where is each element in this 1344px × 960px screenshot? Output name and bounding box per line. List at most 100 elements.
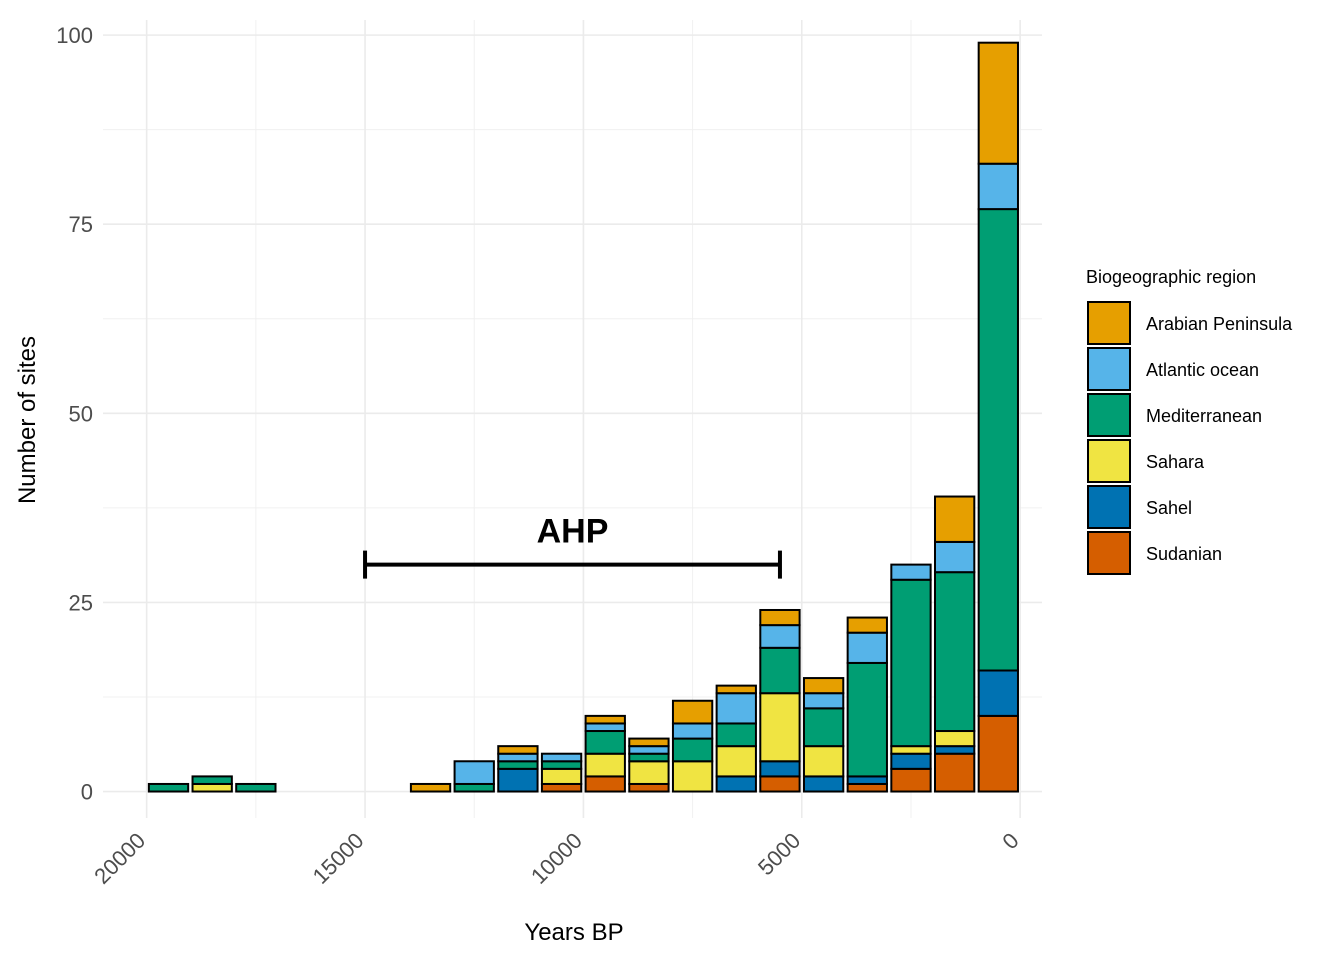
legend-label: Sahara [1146,452,1205,472]
legend-label: Arabian Peninsula [1146,314,1293,334]
bar-segment [933,730,976,748]
legend-swatch [1087,531,1131,575]
bar-segment [715,722,757,748]
bar-segment [409,782,452,793]
bar-segment [933,752,976,793]
bar-segment [933,495,976,543]
legend-swatch [1087,393,1131,437]
bar-segment [890,767,932,793]
bar-segment [802,745,845,778]
bar-segment [846,775,888,785]
bar-segment [540,760,583,770]
legend-swatch [1087,347,1131,391]
x-tick-label: 5000 [753,828,805,880]
y-tick-label: 25 [69,590,93,615]
x-axis-title: Years BP [524,919,623,946]
bar-segment [846,782,888,793]
bar-segment [671,722,714,740]
grid-lines [103,20,1042,818]
x-tick-label: 20000 [89,828,150,889]
bar-segment [890,745,932,755]
y-axis-ticks: 0 25 50 75 100 [56,23,93,804]
bar-segment [584,730,626,755]
bar-segment [147,782,190,793]
bar-segment [453,782,495,793]
bar-segment [628,752,670,763]
x-tick-label: 15000 [308,828,369,889]
legend-label: Atlantic ocean [1146,360,1259,380]
y-tick-label: 50 [69,401,93,426]
bar-segment [671,699,714,725]
bar-segment [802,775,845,793]
bar-segment [846,631,888,664]
bar-segment [584,752,626,778]
bar-segment [584,722,626,733]
bar-segment [715,692,757,725]
bar-segment [977,41,1019,165]
x-axis-ticks: 20000 15000 10000 5000 0 [89,828,1023,889]
bar-segment [759,760,801,778]
bar-segment [759,608,801,627]
bar-segment [540,752,583,763]
bar-segment [890,752,932,770]
bar-segment [977,669,1019,717]
y-tick-label: 0 [81,780,93,805]
bar-segment [540,782,583,793]
bar-segment [715,684,757,695]
legend-label: Sahel [1146,498,1192,518]
bar-segment [584,775,626,793]
bar-segment [497,752,539,763]
legend-label: Sudanian [1146,544,1222,564]
y-tick-label: 100 [56,23,93,48]
y-tick-label: 75 [69,212,93,237]
bar-segment [890,563,932,581]
bar-segment [497,745,539,755]
bar-segment [933,540,976,574]
bar-segment [977,208,1019,672]
bar-segment [628,760,670,785]
bar-segment [977,162,1019,211]
bar-segment [715,745,757,778]
legend-items: Arabian Peninsula Atlantic ocean Mediterra… [1087,301,1293,575]
legend-title: Biogeographic region [1086,267,1256,287]
bar-segment [628,782,670,793]
legend-swatch [1087,301,1131,345]
bar-segment [497,760,539,770]
bar-segment [759,692,801,763]
legend: Biogeographic region Arabian Peninsula At… [1086,267,1293,575]
bar-segment [628,745,670,755]
bar-segment [191,775,233,785]
bar-segment [497,767,539,793]
bar-segment [759,624,801,649]
bar-segment [933,571,976,733]
bar-segment [933,745,976,755]
bar-segment [846,661,888,778]
bar-segment [191,782,233,793]
y-axis-title: Number of sites [14,336,41,504]
bar-segment [759,646,801,695]
x-tick-label: 0 [997,828,1023,854]
bar-segment [802,707,845,748]
bar-segment [977,714,1019,793]
bar-segment [628,737,670,748]
bar-segment [671,760,714,793]
bar-segment [802,677,845,695]
annotations: AHP [363,513,782,579]
legend-swatch [1087,485,1131,529]
bar-segment [235,782,277,793]
legend-swatch [1087,439,1131,483]
bar-segment [802,692,845,710]
bars [147,41,1019,793]
bar-segment [584,714,626,725]
bar-segment [715,775,757,793]
bar-segment [890,578,932,748]
bar-segment [540,767,583,785]
bar-segment [453,760,495,785]
bar-segment [846,616,888,634]
annotation-label: AHP [537,513,609,551]
x-tick-label: 10000 [526,828,587,889]
bar-segment [671,737,714,763]
legend-label: Mediterranean [1146,406,1262,426]
bar-segment [759,775,801,793]
